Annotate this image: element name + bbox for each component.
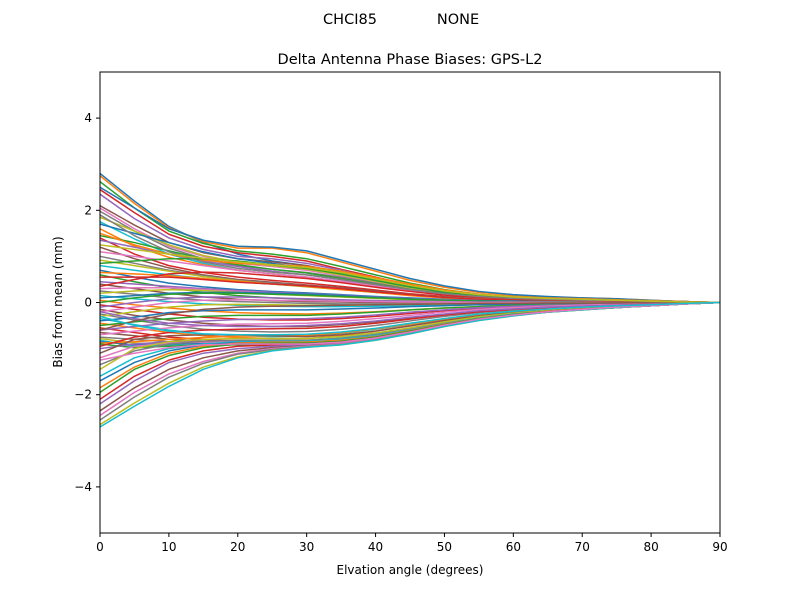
x-tick-label: 60	[506, 540, 521, 554]
x-tick-label: 70	[575, 540, 590, 554]
y-tick-label: 4	[84, 111, 92, 125]
series-line	[100, 301, 720, 336]
suptitle-station: CHCI85	[323, 12, 377, 28]
series-line	[100, 301, 720, 361]
x-tick-label: 80	[643, 540, 658, 554]
x-tick-label: 20	[230, 540, 245, 554]
x-tick-label: 50	[437, 540, 452, 554]
series-line	[100, 301, 720, 331]
series-layer	[100, 172, 720, 428]
x-tick-label: 40	[368, 540, 383, 554]
x-tick-label: 10	[161, 540, 176, 554]
y-tick-label: −2	[74, 388, 92, 402]
suptitle-model: NONE	[437, 12, 479, 28]
y-tick-label: 0	[84, 296, 92, 310]
y-axis-label: Bias from mean (mm)	[51, 236, 65, 367]
series-line	[100, 244, 720, 304]
x-axis: 0 10 20 30 40 50 60 70 80 90	[96, 533, 728, 554]
y-axis: −4 −2 0 2 4	[74, 111, 100, 494]
x-tick-label: 30	[299, 540, 314, 554]
x-tick-label: 90	[712, 540, 727, 554]
y-tick-label: −4	[74, 480, 92, 494]
x-tick-label: 0	[96, 540, 104, 554]
x-axis-label: Elvation angle (degrees)	[337, 563, 484, 577]
chart-title: Delta Antenna Phase Biases: GPS-L2	[278, 52, 543, 68]
series-line	[100, 186, 720, 304]
y-tick-label: 2	[84, 203, 92, 217]
